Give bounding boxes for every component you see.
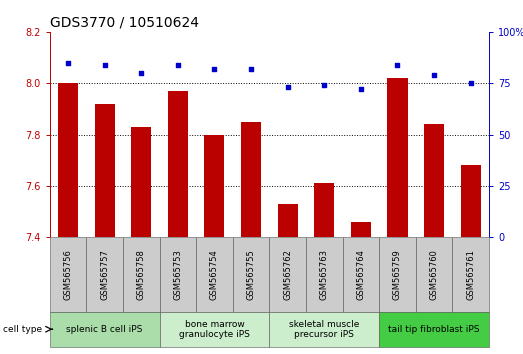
Point	[64, 60, 72, 65]
Point	[100, 62, 109, 68]
FancyBboxPatch shape	[86, 237, 123, 312]
Bar	[95, 104, 115, 237]
Text: GSM565754: GSM565754	[210, 249, 219, 300]
Point	[283, 85, 292, 90]
Point	[174, 62, 182, 68]
Text: GSM565764: GSM565764	[356, 249, 366, 300]
FancyBboxPatch shape	[196, 237, 233, 312]
FancyBboxPatch shape	[416, 237, 452, 312]
Bar	[131, 127, 151, 237]
Bar	[424, 124, 444, 237]
FancyBboxPatch shape	[379, 237, 416, 312]
Point	[467, 80, 475, 86]
Text: GDS3770 / 10510624: GDS3770 / 10510624	[50, 15, 199, 29]
Text: cell type: cell type	[3, 325, 42, 334]
Text: GSM565756: GSM565756	[63, 249, 73, 300]
FancyBboxPatch shape	[160, 237, 196, 312]
Text: GSM565763: GSM565763	[320, 249, 329, 300]
Text: GSM565758: GSM565758	[137, 249, 146, 300]
FancyBboxPatch shape	[269, 312, 379, 347]
Point	[210, 66, 219, 72]
Text: GSM565762: GSM565762	[283, 249, 292, 300]
Bar	[241, 122, 261, 237]
Bar	[168, 91, 188, 237]
FancyBboxPatch shape	[269, 237, 306, 312]
Text: GSM565755: GSM565755	[246, 249, 256, 300]
Text: GSM565757: GSM565757	[100, 249, 109, 300]
FancyBboxPatch shape	[50, 237, 86, 312]
Point	[357, 86, 365, 92]
Text: splenic B cell iPS: splenic B cell iPS	[66, 325, 143, 334]
FancyBboxPatch shape	[452, 237, 489, 312]
Bar	[388, 78, 407, 237]
FancyBboxPatch shape	[160, 312, 269, 347]
Point	[137, 70, 145, 76]
Bar	[461, 165, 481, 237]
Bar	[351, 222, 371, 237]
FancyBboxPatch shape	[233, 237, 269, 312]
Text: GSM565759: GSM565759	[393, 249, 402, 300]
FancyBboxPatch shape	[379, 312, 489, 347]
FancyBboxPatch shape	[123, 237, 160, 312]
Text: GSM565760: GSM565760	[429, 249, 439, 300]
FancyBboxPatch shape	[306, 237, 343, 312]
Text: tail tip fibroblast iPS: tail tip fibroblast iPS	[389, 325, 480, 334]
Point	[430, 72, 438, 78]
Point	[320, 82, 328, 88]
Text: bone marrow
granulocyte iPS: bone marrow granulocyte iPS	[179, 320, 250, 339]
Bar	[278, 204, 298, 237]
Point	[247, 66, 255, 72]
FancyBboxPatch shape	[343, 237, 379, 312]
Text: GSM565753: GSM565753	[173, 249, 183, 300]
Bar	[314, 183, 334, 237]
Bar	[204, 135, 224, 237]
Text: GSM565761: GSM565761	[466, 249, 475, 300]
FancyBboxPatch shape	[50, 312, 160, 347]
Point	[393, 62, 402, 68]
Text: skeletal muscle
precursor iPS: skeletal muscle precursor iPS	[289, 320, 359, 339]
Bar	[58, 83, 78, 237]
